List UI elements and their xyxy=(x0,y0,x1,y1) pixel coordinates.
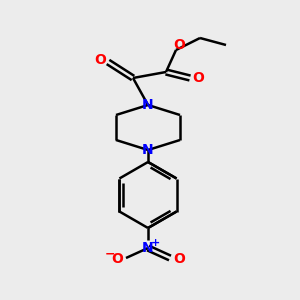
Text: N: N xyxy=(142,241,154,255)
Text: O: O xyxy=(94,53,106,67)
Text: +: + xyxy=(150,238,160,248)
Text: O: O xyxy=(173,38,185,52)
Text: N: N xyxy=(142,143,154,157)
Text: −: − xyxy=(105,248,115,260)
Text: O: O xyxy=(173,252,185,266)
Text: O: O xyxy=(192,71,204,85)
Text: N: N xyxy=(142,98,154,112)
Text: O: O xyxy=(111,252,123,266)
